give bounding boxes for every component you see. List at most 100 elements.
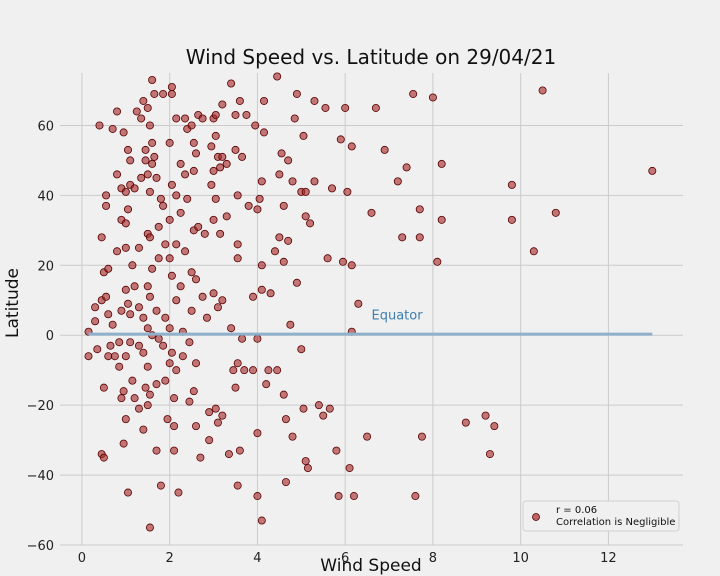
data-point [211, 194, 220, 203]
x-tick-label: 4 [253, 551, 261, 566]
data-point [200, 229, 209, 238]
data-point [115, 362, 124, 371]
data-point [507, 180, 516, 189]
data-point [167, 89, 176, 98]
data-point [117, 306, 126, 315]
data-point [148, 75, 157, 84]
data-point [233, 240, 242, 249]
data-point [253, 205, 262, 214]
data-point [167, 271, 176, 280]
data-point [277, 149, 286, 158]
data-point [211, 110, 220, 119]
data-point [97, 233, 106, 242]
y-tick-label: 60 [37, 119, 54, 134]
data-point [189, 387, 198, 396]
data-point [229, 366, 238, 375]
x-tick-label: 10 [512, 551, 529, 566]
x-tick-label: 12 [600, 551, 617, 566]
data-point [238, 334, 247, 343]
x-tick-label: 8 [429, 551, 437, 566]
data-point [323, 254, 332, 263]
data-point [154, 334, 163, 343]
data-point [145, 390, 154, 399]
data-point [121, 243, 130, 252]
data-point [154, 254, 163, 263]
y-tick-label: −60 [27, 539, 54, 554]
data-point [143, 282, 152, 291]
y-tick-label: 20 [37, 259, 54, 274]
data-point [481, 411, 490, 420]
data-point [227, 324, 236, 333]
data-point [538, 86, 547, 95]
data-point [192, 149, 201, 158]
data-point [325, 404, 334, 413]
data-point [121, 219, 130, 228]
data-point [124, 205, 133, 214]
data-point [341, 103, 350, 112]
data-point [224, 450, 233, 459]
data-point [233, 359, 242, 368]
data-point [189, 166, 198, 175]
data-point [152, 173, 161, 182]
annotation-label: Equator [372, 308, 424, 323]
data-point [213, 303, 222, 312]
y-tick-label: 0 [46, 329, 54, 344]
data-point [141, 383, 150, 392]
y-tick-label: −20 [27, 399, 54, 414]
data-point [216, 163, 225, 172]
data-point [253, 429, 262, 438]
data-point [139, 348, 148, 357]
data-point [128, 261, 137, 270]
data-point [124, 145, 133, 154]
data-point [301, 212, 310, 221]
data-point [297, 345, 306, 354]
data-point [349, 492, 358, 501]
data-point [279, 390, 288, 399]
data-point [126, 156, 135, 165]
data-point [119, 387, 128, 396]
data-point [301, 457, 310, 466]
data-point [270, 247, 279, 256]
data-point [345, 464, 354, 473]
data-point [205, 436, 214, 445]
data-point [113, 170, 122, 179]
data-point [306, 219, 315, 228]
data-point [178, 352, 187, 361]
data-point [187, 121, 196, 130]
data-point [238, 152, 247, 161]
data-point [152, 306, 161, 315]
data-point [154, 222, 163, 231]
data-point [143, 103, 152, 112]
data-point [137, 114, 146, 123]
data-point [209, 166, 218, 175]
data-point [218, 411, 227, 420]
legend: r = 0.06 Correlation is Negligible [522, 500, 680, 532]
data-point [257, 285, 266, 294]
data-point [121, 285, 130, 294]
data-point [347, 261, 356, 270]
data-point [292, 89, 301, 98]
data-point [233, 481, 242, 490]
data-point [104, 352, 113, 361]
data-point [257, 177, 266, 186]
data-point [347, 142, 356, 151]
data-point [130, 184, 139, 193]
data-point [288, 432, 297, 441]
data-point [648, 166, 657, 175]
data-point [185, 338, 194, 347]
data-point [119, 128, 128, 137]
data-point [145, 121, 154, 130]
data-point [124, 488, 133, 497]
data-point [205, 408, 214, 417]
data-point [411, 492, 420, 501]
data-point [398, 233, 407, 242]
data-point [159, 89, 168, 98]
data-point [187, 268, 196, 277]
data-point [104, 310, 113, 319]
data-point [415, 205, 424, 214]
data-point [143, 324, 152, 333]
data-point [159, 201, 168, 210]
data-point [119, 439, 128, 448]
data-point [161, 313, 170, 322]
data-point [319, 411, 328, 420]
